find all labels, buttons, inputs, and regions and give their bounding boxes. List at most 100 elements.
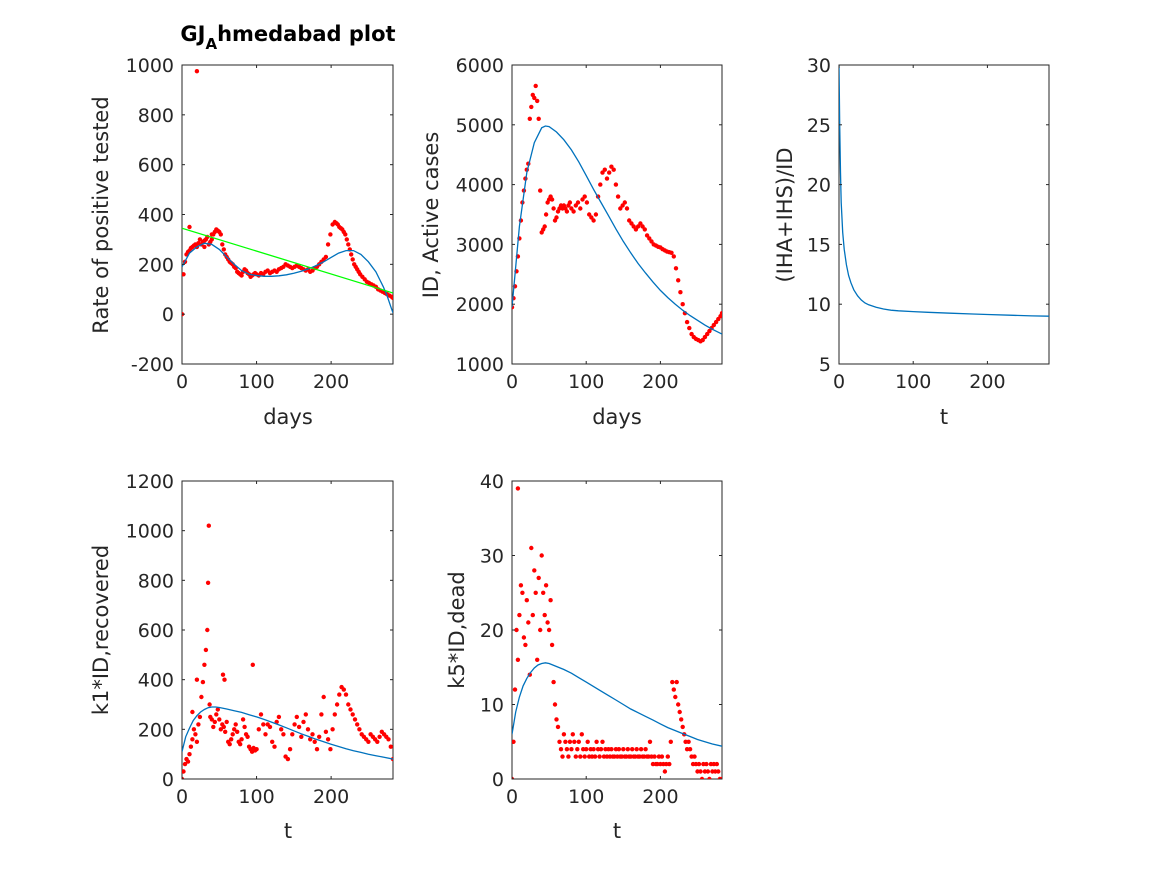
data-point xyxy=(643,747,648,752)
data-point xyxy=(218,727,223,732)
data-point xyxy=(571,209,576,214)
data-point xyxy=(591,218,596,223)
data-point xyxy=(529,545,534,551)
axes-box xyxy=(838,64,1050,365)
data-point xyxy=(222,677,227,682)
data-point xyxy=(352,717,358,722)
data-point xyxy=(611,167,616,172)
data-point xyxy=(673,266,679,271)
data-point xyxy=(312,739,317,744)
x-tick-label: 0 xyxy=(833,371,845,393)
data-point xyxy=(323,729,329,734)
y-tick-label: 40 xyxy=(480,471,504,493)
plot-marks xyxy=(512,83,722,344)
data-point xyxy=(239,737,244,742)
data-point xyxy=(386,737,391,742)
data-point xyxy=(662,769,668,774)
data-point xyxy=(350,712,355,717)
data-point xyxy=(238,742,243,747)
data-point xyxy=(582,194,587,199)
x-axis-label: t xyxy=(284,819,292,843)
y-tick-label: 4000 xyxy=(456,175,504,197)
data-point xyxy=(555,724,561,730)
y-tick-label: 20 xyxy=(480,620,504,642)
data-point xyxy=(551,206,556,211)
data-point xyxy=(704,761,709,767)
data-point xyxy=(341,687,346,692)
data-point xyxy=(294,714,299,720)
data-point xyxy=(687,325,692,331)
data-point xyxy=(517,612,522,618)
data-point xyxy=(592,754,598,759)
data-point xyxy=(552,702,558,707)
data-point xyxy=(221,247,226,252)
data-point xyxy=(674,679,679,685)
y-tick-label: 400 xyxy=(138,670,174,692)
data-point xyxy=(223,729,228,734)
data-point xyxy=(220,242,225,247)
data-point xyxy=(659,754,665,759)
data-point xyxy=(512,687,518,692)
data-point xyxy=(182,769,186,774)
series-line-1 xyxy=(512,662,722,747)
data-point xyxy=(245,734,250,739)
data-point xyxy=(609,747,614,752)
data-point xyxy=(197,237,203,242)
data-point xyxy=(328,232,333,237)
x-tick-label: 100 xyxy=(568,786,604,808)
data-point xyxy=(202,662,207,667)
x-tick-label: 200 xyxy=(969,371,1005,393)
data-point xyxy=(229,737,234,742)
data-point xyxy=(578,206,583,211)
data-point xyxy=(714,761,719,767)
y-tick-label: 5000 xyxy=(456,115,504,137)
data-point xyxy=(375,739,380,744)
data-point xyxy=(388,744,393,749)
data-point xyxy=(686,739,691,744)
data-point xyxy=(256,727,261,732)
data-point xyxy=(258,712,264,717)
data-point xyxy=(621,747,626,752)
data-point xyxy=(561,732,567,737)
data-point xyxy=(214,712,219,717)
data-point xyxy=(557,739,562,744)
data-point xyxy=(569,747,574,752)
data-point xyxy=(270,739,275,744)
data-point xyxy=(542,224,547,229)
data-point xyxy=(344,237,349,242)
data-point xyxy=(240,717,246,722)
data-point xyxy=(582,754,587,759)
plot-marks xyxy=(839,65,1049,317)
x-tick-label: 200 xyxy=(313,371,349,393)
data-point xyxy=(515,657,521,662)
data-point xyxy=(532,568,537,573)
data-point xyxy=(202,244,207,250)
y-tick-label: 10 xyxy=(480,695,504,717)
x-tick-label: 0 xyxy=(506,371,518,393)
data-point xyxy=(203,647,209,653)
series-line-2 xyxy=(182,227,393,294)
data-point xyxy=(668,739,673,744)
data-point xyxy=(194,69,200,74)
data-point xyxy=(308,737,313,742)
data-point xyxy=(572,739,577,744)
data-point xyxy=(325,737,331,742)
data-point xyxy=(549,642,555,648)
data-point xyxy=(680,724,685,730)
data-point xyxy=(536,575,541,581)
series-line-1 xyxy=(182,242,393,314)
data-point xyxy=(615,194,621,199)
data-point xyxy=(598,182,603,187)
data-point xyxy=(530,612,535,618)
data-point xyxy=(332,712,337,717)
data-point xyxy=(250,662,255,667)
data-point xyxy=(279,727,284,732)
y-tick-label: 30 xyxy=(807,55,831,77)
data-point xyxy=(642,227,647,232)
data-point xyxy=(323,254,329,260)
data-point xyxy=(187,224,192,230)
y-axis-label: Rate of positive tested xyxy=(89,96,113,333)
